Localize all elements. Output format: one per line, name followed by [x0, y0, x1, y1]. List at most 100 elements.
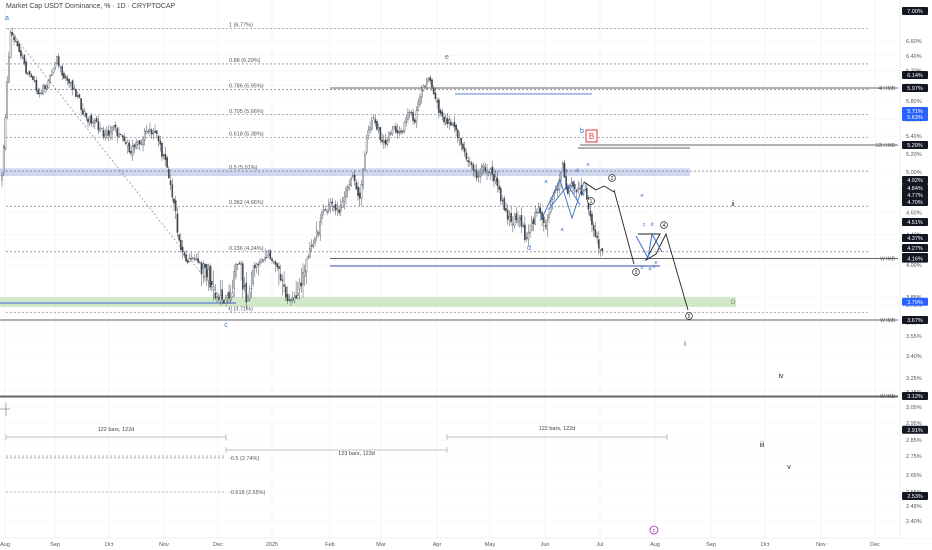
x-tick-label: Mar: [376, 542, 386, 548]
candle-body: [97, 121, 100, 131]
candle-body: [364, 153, 366, 171]
candle-body: [438, 99, 440, 113]
candle-body: [410, 111, 413, 113]
y-tick-label: 3.75%: [906, 303, 922, 309]
candle-body: [549, 203, 552, 213]
price-tag-label: 5.71%: [907, 109, 923, 115]
candle-body: [247, 296, 249, 301]
candle-body: [503, 197, 506, 210]
x-tick-label: Feb: [325, 542, 334, 548]
wave-label-circled: 5: [688, 314, 691, 320]
candle-body: [520, 215, 523, 227]
candle-body: [255, 263, 258, 268]
fib-label: 0.88 (6.29%): [229, 58, 261, 64]
price-tag-label: 4.27%: [907, 246, 923, 252]
candle-body: [432, 87, 435, 94]
y-tick-label: 5.20%: [906, 152, 922, 158]
candle-body: [45, 85, 48, 90]
candle-body: [157, 135, 160, 142]
fib-label: 0.618 (5.38%): [229, 132, 264, 138]
candle-body: [47, 80, 50, 89]
candle-body: [54, 62, 57, 68]
y-tick-label: 3.05%: [906, 405, 922, 411]
candle-body: [398, 131, 401, 134]
candle-body: [32, 76, 34, 81]
candle-body: [178, 234, 180, 241]
candle-body: [534, 212, 536, 225]
level-label: W IMB: [880, 318, 896, 324]
candle-body: [336, 208, 339, 210]
candle-body: [111, 126, 113, 134]
candle-body: [71, 80, 74, 90]
wave-label-blue: a: [5, 15, 9, 22]
y-tick-label: 2.95%: [906, 421, 922, 427]
x-tick-label: Nov: [816, 542, 826, 548]
y-tick-label: 4.60%: [906, 211, 922, 217]
candle-body: [190, 257, 193, 260]
candle-body: [453, 122, 456, 128]
candle-body: [257, 263, 260, 265]
candle-body: [561, 163, 564, 172]
candle-body: [522, 225, 524, 227]
candle-body: [202, 263, 205, 269]
candle-body: [183, 252, 186, 256]
price-tag: [902, 191, 928, 199]
candle-body: [295, 295, 297, 299]
candle-body: [584, 189, 586, 191]
candle-body: [548, 214, 550, 218]
candle-body: [52, 67, 55, 73]
wave-label-blue: b: [640, 265, 643, 271]
candle-body: [355, 182, 358, 190]
candle-body: [51, 74, 53, 76]
candle-body: [362, 168, 365, 186]
wave-circle: [608, 174, 616, 182]
candle-body: [197, 258, 199, 263]
x-tick-label: May: [485, 542, 496, 548]
candle-body: [207, 269, 210, 281]
candle-body: [169, 180, 172, 185]
candle-body: [80, 98, 82, 111]
candle-body: [154, 130, 156, 133]
candle-body: [322, 209, 325, 212]
candle-body: [477, 175, 480, 177]
candle-body: [427, 77, 430, 80]
candle-body: [379, 127, 382, 141]
candle-body: [444, 117, 447, 124]
candle-body: [119, 133, 122, 136]
candle-body: [500, 188, 502, 201]
candle-body: [420, 89, 423, 98]
ext-fib-label: -0.618 (2.55%): [229, 490, 266, 496]
candle-body: [49, 74, 51, 83]
candle-body: [525, 237, 528, 239]
price-tag: [902, 71, 928, 79]
candle-body: [142, 138, 144, 146]
price-tag: [902, 84, 928, 92]
candle-body: [403, 122, 406, 132]
candle-body: [174, 200, 177, 212]
candle-body: [271, 258, 273, 262]
candle-body: [326, 210, 328, 213]
wave-label-roman: v: [787, 464, 791, 471]
candle-body: [539, 207, 542, 214]
price-tag: [902, 176, 928, 184]
price-tag: [902, 218, 928, 226]
candle-body: [446, 118, 449, 125]
y-tick-label: 2.75%: [906, 454, 922, 460]
price-tag-label: 4.70%: [907, 200, 923, 206]
candle-body: [269, 250, 272, 260]
candle-body: [513, 215, 516, 226]
candle-body: [481, 166, 483, 175]
price-tag: [902, 425, 928, 434]
candle-body: [439, 110, 442, 114]
candle-body: [195, 258, 198, 260]
wave-label-blue: a: [648, 266, 652, 272]
purple-circle: [649, 525, 659, 535]
candle-body: [241, 263, 244, 290]
candle-body: [291, 298, 294, 301]
candle-body: [598, 239, 600, 249]
candle-body: [341, 200, 344, 208]
candle-body: [338, 209, 340, 213]
candle-body: [164, 154, 167, 160]
